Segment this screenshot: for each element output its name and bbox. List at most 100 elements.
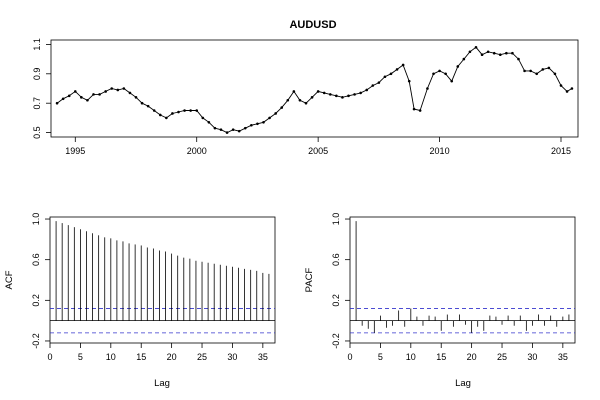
price-point (250, 123, 253, 127)
y-tick-label: 0.2 (331, 294, 341, 307)
price-point (116, 88, 120, 92)
price-point (55, 101, 59, 105)
price-point (237, 129, 241, 133)
price-point (565, 90, 569, 93)
x-tick-label: 25 (197, 352, 207, 362)
price-point (511, 51, 514, 55)
y-axis: 0.5 0.7 0.9 1.1 (32, 38, 51, 139)
price-point (359, 91, 362, 95)
x-tick-label: 5 (378, 352, 383, 362)
plot-frame (49, 216, 276, 344)
price-point (231, 128, 235, 131)
x-tick-label: 15 (136, 352, 146, 362)
price-point (171, 112, 174, 115)
x-tick-label: 2010 (430, 146, 450, 156)
plot-frame (349, 216, 576, 344)
price-point (304, 101, 308, 105)
y-axis-label: ACF (4, 270, 15, 289)
price-point (213, 126, 217, 130)
x-tick-label: 35 (558, 352, 568, 362)
price-point (104, 90, 107, 93)
price-point (316, 90, 320, 93)
x-tick-label: 30 (527, 352, 537, 362)
price-point (195, 109, 199, 112)
price-point (486, 50, 490, 54)
price-point (73, 90, 77, 93)
price-point (128, 91, 132, 95)
price-point (146, 104, 150, 108)
acf-bars (50, 221, 275, 334)
price-point (328, 93, 332, 96)
y-tick-label: 0.7 (32, 97, 42, 110)
price-point (456, 65, 460, 68)
x-tick-label: 2015 (551, 146, 571, 156)
x-tick-label: 2000 (187, 146, 207, 156)
price-point (353, 93, 356, 96)
y-tick-label: 0.6 (331, 253, 341, 266)
y-tick-label: 0.2 (31, 294, 41, 307)
x-tick-label: 35 (258, 352, 268, 362)
price-point (140, 101, 144, 105)
x-tick-label: 10 (106, 352, 116, 362)
price-point (80, 96, 83, 99)
x-tick-label: 5 (78, 352, 83, 362)
price-point (152, 109, 156, 112)
price-point (407, 79, 411, 83)
price-point (341, 96, 344, 99)
price-point (547, 66, 551, 70)
price-series (55, 46, 574, 134)
x-axis-label: Lag (154, 378, 170, 389)
price-point (158, 113, 162, 117)
price-point (498, 53, 502, 56)
price-point (335, 94, 338, 98)
y-tick-label: 1.1 (32, 38, 42, 51)
price-point (553, 72, 557, 76)
price-point (444, 72, 447, 76)
price-point (383, 75, 387, 79)
price-point (371, 84, 375, 87)
price-point (505, 51, 508, 55)
price-point (365, 88, 369, 92)
price-point (492, 51, 496, 55)
y-tick-label: -0.2 (331, 333, 341, 349)
price-point (61, 97, 65, 101)
price-point (134, 96, 138, 99)
price-point (438, 69, 441, 73)
price-point (412, 107, 416, 111)
chart-title: AUDUSD (289, 19, 336, 31)
x-axis: 0 5 10 15 20 25 30 35 (47, 343, 268, 362)
x-tick-label: 2005 (308, 146, 328, 156)
price-point (292, 90, 296, 93)
x-tick-label: 25 (497, 352, 507, 362)
y-axis-label: PACF (304, 267, 315, 292)
price-panel: AUDUSD 1995 2000 2005 2010 2015 0.5 0.7 0.9 1.1 (32, 19, 579, 156)
price-point (280, 106, 284, 109)
price-point (389, 72, 393, 76)
price-point (298, 98, 302, 102)
y-tick-label: 0.9 (32, 68, 42, 81)
y-axis: -0.2 0.2 0.6 1.0 (31, 213, 50, 349)
x-tick-label: 20 (467, 352, 477, 362)
price-point (559, 84, 563, 87)
pacf-panel: Lag PACF 0 5 10 15 20 25 30 35 -0.2 0.2 0.6 1.0 (304, 213, 576, 389)
x-axis: 0 5 10 15 20 25 30 35 (347, 343, 568, 362)
y-tick-label: 0.6 (31, 253, 41, 266)
price-point (541, 68, 545, 71)
price-point (225, 131, 229, 134)
price-point (122, 87, 126, 90)
price-point (274, 112, 277, 115)
y-tick-label: 1.0 (331, 213, 341, 226)
price-point (219, 128, 223, 131)
acf-panel: Lag ACF 0 5 10 15 20 25 30 35 -0.2 0.2 0.6 1.0 (4, 213, 276, 389)
price-point (432, 72, 435, 76)
x-tick-label: 1995 (65, 146, 85, 156)
price-point (256, 122, 259, 126)
pacf-bars (350, 221, 575, 334)
price-point (207, 121, 211, 124)
price-point (110, 87, 114, 90)
price-point (268, 116, 271, 120)
x-tick-label: 0 (47, 352, 52, 362)
y-tick-label: 0.5 (32, 126, 42, 139)
price-point (474, 46, 478, 49)
